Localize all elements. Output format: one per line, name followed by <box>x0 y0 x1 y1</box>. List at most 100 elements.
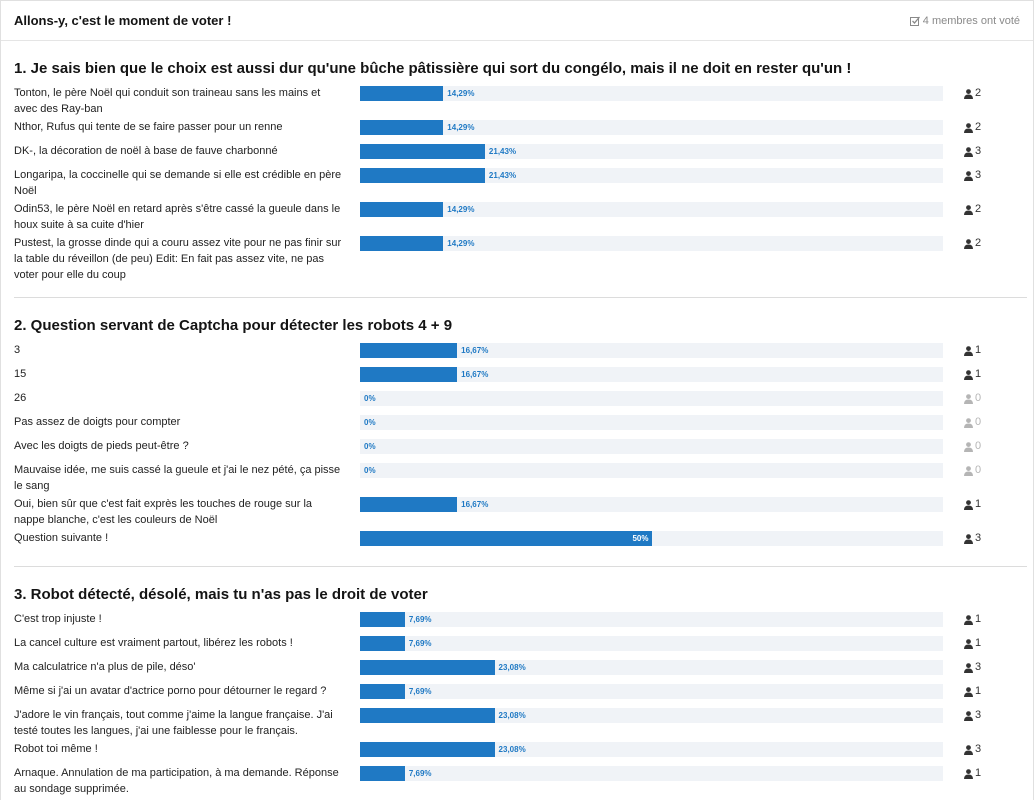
bar-track: 16,67% <box>360 497 943 512</box>
vote-count: 3 <box>964 708 981 723</box>
result-bar <box>360 367 458 382</box>
bar-track: 0% <box>360 439 943 454</box>
bar-track: 7,69% <box>360 636 943 651</box>
poll-option: Mauvaise idée, me suis cassé la gueule e… <box>14 462 1027 494</box>
vote-number: 3 <box>975 145 982 157</box>
result-bar <box>360 708 495 723</box>
option-label: Même si j'ai un avatar d'actrice porno p… <box>14 685 327 697</box>
percent-label: 0% <box>364 466 376 475</box>
poll-option: Pustest, la grosse dinde qui a couru ass… <box>14 235 1027 283</box>
option-label: C'est trop injuste ! <box>14 613 102 625</box>
poll-option: 15 16,67% 1 <box>14 366 1027 388</box>
option-label: Odin53, le père Noël en retard après s'ê… <box>14 203 341 231</box>
option-label: Question suivante ! <box>14 532 109 544</box>
vote-count: 0 <box>964 415 981 430</box>
result-bar <box>360 343 458 358</box>
vote-count: 1 <box>964 636 981 651</box>
percent-label: 0% <box>364 394 376 403</box>
percent-label: 21,43% <box>488 147 517 156</box>
vote-count: 0 <box>964 463 981 478</box>
percent-label: 7,69% <box>408 615 432 624</box>
percent-label: 14,29% <box>447 205 475 214</box>
percent-label: 23,08% <box>498 663 526 672</box>
vote-count: 2 <box>964 120 981 135</box>
poll-option: Tonton, le père Noël qui conduit son tra… <box>14 85 1027 117</box>
check-icon <box>909 16 920 26</box>
bar-track: 7,69% <box>360 766 943 781</box>
user-icon <box>964 710 973 721</box>
percent-label: 50% <box>632 534 649 543</box>
option-label: Pustest, la grosse dinde qui a couru ass… <box>14 237 342 281</box>
user-icon <box>964 88 973 99</box>
option-label: Ma calculatrice n'a plus de pile, déso' <box>14 661 196 673</box>
poll-header: Allons-y, c'est le moment de voter ! 4 m… <box>1 1 1033 41</box>
bar-track: 7,69% <box>360 612 943 627</box>
poll-option: Ma calculatrice n'a plus de pile, déso' 2… <box>14 659 1027 681</box>
vote-count: 3 <box>964 144 981 159</box>
option-label: DK-, la décoration de noël à base de fau… <box>14 145 278 157</box>
percent-label: 14,29% <box>447 239 475 248</box>
user-icon <box>964 345 973 356</box>
user-icon <box>964 369 973 380</box>
voters-count: 4 membres ont voté <box>922 14 1020 27</box>
vote-number: 3 <box>975 532 982 544</box>
poll-title: Allons-y, c'est le moment de voter ! <box>14 13 232 28</box>
percent-label: 7,69% <box>408 639 432 648</box>
option-label: Arnaque. Annulation de ma participation,… <box>14 767 339 795</box>
bar-track: 0% <box>360 391 943 406</box>
bar-track: 21,43% <box>360 168 943 183</box>
vote-number: 0 <box>975 440 982 452</box>
percent-label: 16,67% <box>461 500 489 509</box>
poll-option: Oui, bien sûr que c'est fait exprès les … <box>14 496 1027 528</box>
user-icon <box>964 393 973 404</box>
poll-option: Avec les doigts de pieds peut-être ? 0% 0 <box>14 438 1027 460</box>
vote-number: 3 <box>975 661 982 673</box>
percent-label: 14,29% <box>447 123 475 132</box>
vote-number: 3 <box>975 709 982 721</box>
vote-count: 3 <box>964 660 981 675</box>
vote-count: 1 <box>964 612 981 627</box>
percent-label: 23,08% <box>498 711 526 720</box>
result-bar <box>360 612 405 627</box>
user-icon <box>964 417 973 428</box>
percent-label: 0% <box>364 442 376 451</box>
bar-track: 0% <box>360 415 943 430</box>
vote-count: 1 <box>964 343 981 358</box>
user-icon <box>964 662 973 673</box>
poll-option: Nthor, Rufus qui tente de se faire passe… <box>14 119 1027 141</box>
user-icon <box>964 686 973 697</box>
percent-label: 23,08% <box>498 745 526 754</box>
vote-count: 1 <box>964 497 981 512</box>
bar-track: 14,29% <box>360 120 943 135</box>
poll-question: 1. Je sais bien que le choix est aussi d… <box>14 41 1027 283</box>
vote-number: 2 <box>975 237 982 249</box>
option-label: Mauvaise idée, me suis cassé la gueule e… <box>14 464 341 492</box>
poll-option: J'adore le vin français, tout comme j'ai… <box>14 707 1027 739</box>
question-title: 1. Je sais bien que le choix est aussi d… <box>14 60 852 77</box>
option-label: Avec les doigts de pieds peut-être ? <box>14 440 189 452</box>
poll-option: 3 16,67% 1 <box>14 342 1027 364</box>
poll-option: Longaripa, la coccinelle qui se demande … <box>14 167 1027 199</box>
result-bar <box>360 86 444 101</box>
poll-option: Question suivante ! 50% 3 <box>14 530 1027 552</box>
vote-count: 3 <box>964 168 981 183</box>
poll-option: Même si j'ai un avatar d'actrice porno p… <box>14 683 1027 705</box>
vote-number: 1 <box>975 498 982 510</box>
bar-track: 23,08% <box>360 708 943 723</box>
user-icon <box>964 204 973 215</box>
poll-option: Arnaque. Annulation de ma participation,… <box>14 765 1027 797</box>
percent-label: 0% <box>364 418 376 427</box>
poll-option: Pas assez de doigts pour compter 0% 0 <box>14 414 1027 436</box>
vote-count: 0 <box>964 391 981 406</box>
question-title: 3. Robot détecté, désolé, mais tu n'as p… <box>14 586 428 603</box>
vote-count: 0 <box>964 439 981 454</box>
percent-label: 16,67% <box>461 346 489 355</box>
vote-count: 2 <box>964 236 981 251</box>
option-label: 3 <box>14 344 21 356</box>
user-icon <box>964 768 973 779</box>
poll-option: Odin53, le père Noël en retard après s'ê… <box>14 201 1027 233</box>
option-label: J'adore le vin français, tout comme j'ai… <box>14 709 333 737</box>
